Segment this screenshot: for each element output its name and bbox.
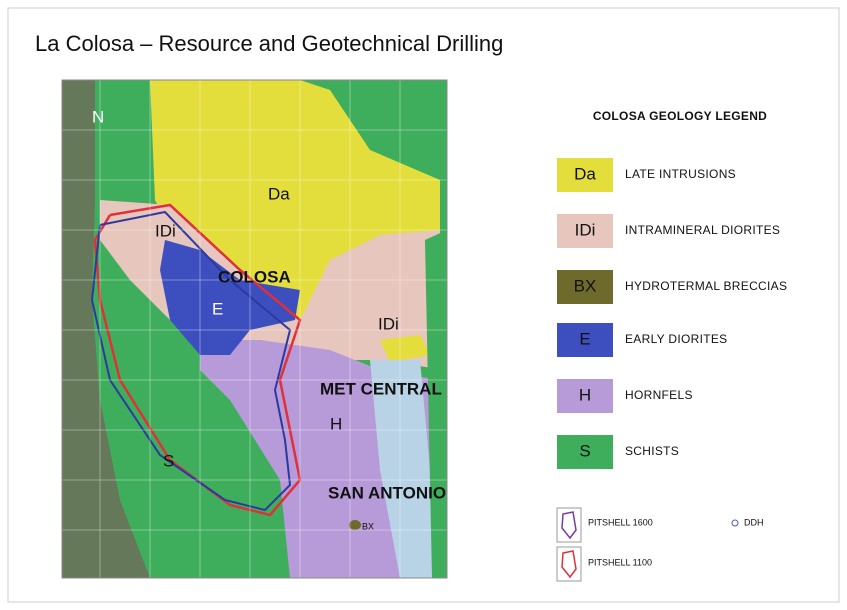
legend-label: HYDROTERMAL BRECCIAS	[625, 279, 787, 293]
legend-label: LATE INTRUSIONS	[625, 167, 736, 181]
legend-code: IDi	[575, 220, 596, 239]
legend-title: COLOSA GEOLOGY LEGEND	[593, 109, 767, 123]
map-label: MET CENTRAL	[320, 379, 442, 398]
legend-swatch	[557, 435, 613, 469]
legend-code: Da	[574, 164, 596, 183]
legend-label: INTRAMINERAL DIORITES	[625, 223, 780, 237]
symbol-label: DDH	[744, 517, 764, 527]
legend-swatch	[557, 379, 613, 413]
legend-swatch	[557, 158, 613, 192]
map-label: S	[163, 451, 174, 470]
legend-items: Da LATE INTRUSIONS IDi INTRAMINERAL DIORITE…	[557, 158, 787, 469]
map-label: IDi	[155, 221, 176, 240]
map	[61, 79, 448, 579]
map-label: E	[212, 299, 223, 318]
legend-label: HORNFELS	[625, 388, 693, 402]
legend-symbols: PITSHELL 1600 DDH PITSHELL 1100	[556, 507, 764, 582]
legend-swatch	[557, 270, 613, 304]
legend-code: S	[579, 441, 590, 460]
legend-code: E	[579, 329, 590, 348]
legend-label: EARLY DIORITES	[625, 332, 727, 346]
legend-code: BX	[574, 276, 597, 295]
title: La Colosa – Resource and Geotechnical Dr…	[35, 31, 503, 56]
north-label: N	[92, 107, 104, 126]
symbol-label: PITSHELL 1600	[588, 517, 653, 527]
legend-swatch	[557, 323, 613, 357]
map-label: COLOSA	[218, 267, 291, 286]
map-label: IDi	[378, 314, 399, 333]
symbol-label: PITSHELL 1100	[588, 557, 652, 567]
map-label: H	[330, 414, 342, 433]
map-label: BX	[362, 521, 374, 531]
legend-code: H	[579, 385, 591, 404]
legend-label: SCHISTS	[625, 444, 679, 458]
map-label: Da	[268, 184, 290, 203]
map-label: SAN ANTONIO	[328, 483, 446, 502]
legend-swatch	[557, 214, 613, 248]
